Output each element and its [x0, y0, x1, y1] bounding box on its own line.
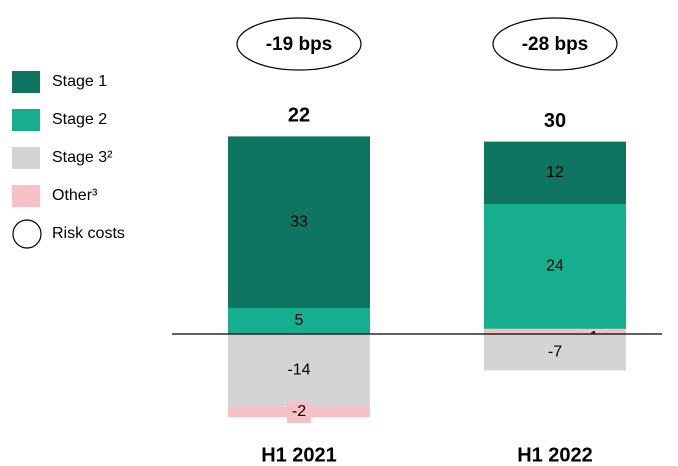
bar-segment	[484, 328, 626, 334]
value-label: -7	[548, 343, 562, 360]
value-label: -2	[292, 403, 306, 420]
bar-segment	[228, 334, 370, 407]
bar-segment	[484, 204, 626, 329]
annotation: -28 bps	[522, 34, 589, 55]
legend-swatch	[12, 109, 40, 131]
legend-swatch	[12, 71, 40, 93]
bar-segment	[228, 308, 370, 334]
legend-swatch	[12, 147, 40, 169]
legend-swatch	[12, 185, 40, 207]
legend-label: Other³	[52, 187, 98, 204]
total-label: 30	[544, 110, 566, 132]
legend-circle	[12, 219, 42, 249]
total-label: 22	[288, 105, 310, 127]
value-label-box	[287, 401, 311, 423]
value-label: 12	[546, 164, 564, 181]
value-label: 5	[295, 312, 304, 329]
bar-segment	[228, 136, 370, 308]
bar-segment	[484, 334, 626, 371]
annotation: -19 bps	[266, 34, 333, 55]
annotation-ellipse	[236, 17, 362, 71]
legend-label: Risk costs	[52, 225, 125, 242]
x-tick-label: H1 2022	[517, 444, 593, 466]
legend-label: Stage 3²	[52, 149, 113, 166]
x-tick-label: H1 2021	[261, 444, 337, 466]
value-label: -14	[287, 362, 310, 379]
value-label: 24	[546, 258, 564, 275]
bar-segment	[484, 141, 626, 204]
legend-label: Stage 1	[52, 73, 107, 90]
annotation-ellipse	[492, 17, 618, 71]
legend-label: Stage 2	[52, 111, 107, 128]
value-label: 33	[290, 213, 308, 230]
